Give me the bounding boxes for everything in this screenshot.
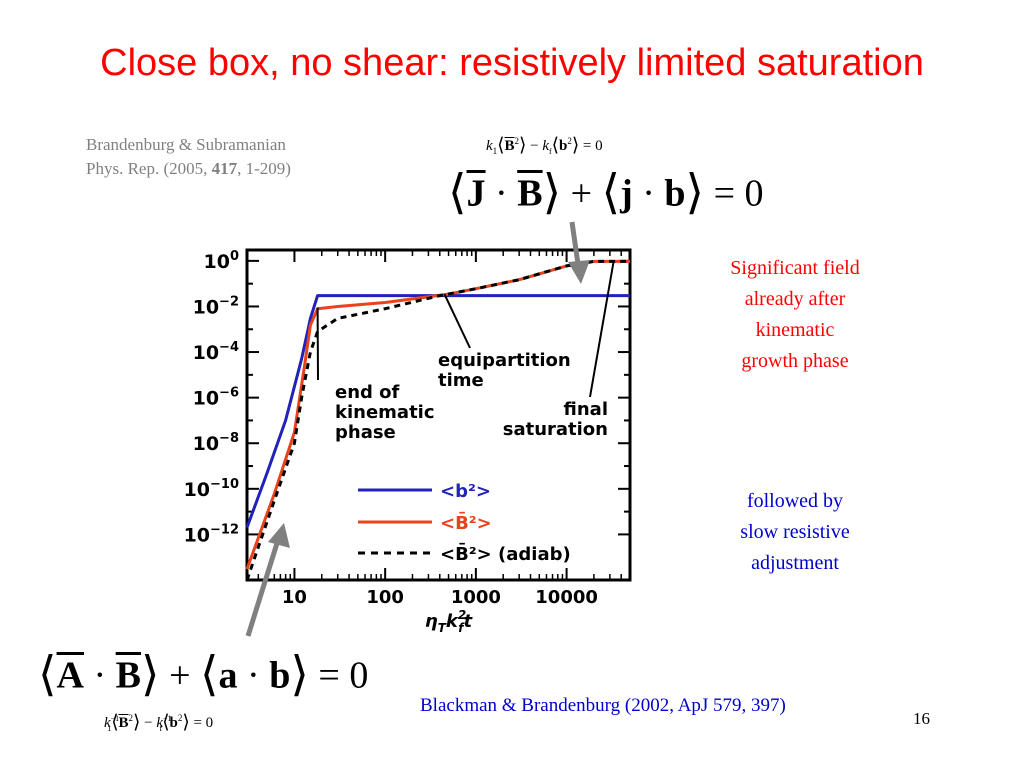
note-significant-field: Significant field already after kinematic g…	[730, 257, 860, 372]
series-line-adiab	[245, 259, 630, 581]
legend-label: <B̄²> (adiab)	[440, 543, 571, 565]
arrow-top-icon	[568, 221, 590, 284]
annotation-label: phase	[335, 422, 396, 443]
x-tick-label: 10000	[535, 587, 598, 608]
helicity-constraint-small-top: k1⟨B2⟩ − kf⟨b2⟩ = 0	[486, 135, 603, 157]
legend-label: <b²>	[440, 481, 491, 502]
annotation-label: time	[438, 370, 484, 391]
magnetic-helicity-equation: ⟨A · B⟩ + ⟨a · b⟩ = 0	[38, 649, 369, 701]
reference-top: Brandenburg & Subramanian Phys. Rep. (20…	[86, 133, 291, 181]
note-slow-resistive: followed by slow resistive adjustment	[740, 490, 850, 574]
annotation-leader	[589, 261, 615, 398]
x-tick-label: 10	[282, 587, 307, 608]
annotation-label: equipartition	[438, 350, 571, 371]
annotation-leader	[443, 293, 471, 349]
reference-top-line1: Brandenburg & Subramanian	[86, 135, 286, 154]
plot-frame	[245, 248, 632, 582]
x-axis-label: ηTk2 ft	[425, 608, 474, 635]
legend-label: <B̄²>	[440, 512, 492, 534]
annotation-label: kinematic	[335, 402, 435, 423]
reference-bottom: Blackman & Brandenburg (2002, ApJ 579, 3…	[420, 695, 786, 716]
energy-evolution-chart: 100 10−2 10−4 10−6 10−8 10−10 10−12 10 100 1000 10…	[180, 235, 640, 660]
x-tick-label: 1000	[451, 587, 501, 608]
reference-top-line2: Phys. Rep. (2005, 417, 1-209)	[86, 159, 291, 178]
page-number: 16	[913, 709, 930, 728]
annotation-label: end of	[335, 382, 400, 403]
x-tick-label: 100	[366, 587, 404, 608]
arrow-bottom-icon	[245, 523, 290, 637]
helicity-constraint-small-bottom: k−11⟨B2⟩ − k−1f⟨b2⟩ = 0	[104, 712, 214, 734]
annotation-label: final	[564, 399, 608, 420]
slide-title: Close box, no shear: resistively limited…	[100, 42, 924, 84]
current-helicity-equation: ⟨J · B⟩ + ⟨j · b⟩ = 0	[448, 167, 764, 219]
annotation-label: saturation	[503, 419, 608, 440]
